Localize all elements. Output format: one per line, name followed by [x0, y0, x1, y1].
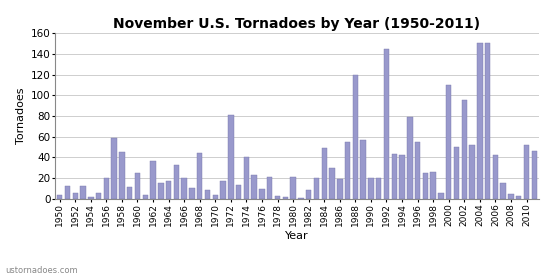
- Bar: [65, 186, 70, 199]
- Bar: [360, 140, 366, 199]
- Bar: [80, 186, 86, 199]
- Y-axis label: Tornadoes: Tornadoes: [15, 88, 25, 144]
- Bar: [477, 43, 482, 199]
- Bar: [212, 195, 218, 199]
- Bar: [221, 181, 226, 199]
- Text: ustornadoes.com: ustornadoes.com: [6, 266, 78, 275]
- Bar: [493, 155, 498, 199]
- Bar: [368, 178, 373, 199]
- Bar: [298, 198, 304, 199]
- Bar: [259, 189, 265, 199]
- Bar: [500, 183, 506, 199]
- Bar: [306, 190, 311, 199]
- Bar: [516, 196, 521, 199]
- Bar: [345, 142, 350, 199]
- Bar: [454, 147, 459, 199]
- Bar: [384, 49, 389, 199]
- Bar: [532, 151, 537, 199]
- Bar: [205, 190, 210, 199]
- Bar: [469, 145, 475, 199]
- Bar: [73, 193, 78, 199]
- Bar: [283, 197, 288, 199]
- Bar: [337, 179, 343, 199]
- Bar: [119, 152, 125, 199]
- Bar: [127, 187, 133, 199]
- Bar: [182, 178, 187, 199]
- Bar: [267, 177, 272, 199]
- Bar: [57, 195, 62, 199]
- Bar: [189, 188, 195, 199]
- Bar: [96, 193, 101, 199]
- Bar: [485, 43, 491, 199]
- Bar: [88, 197, 94, 199]
- Title: November U.S. Tornadoes by Year (1950-2011): November U.S. Tornadoes by Year (1950-20…: [113, 17, 481, 31]
- X-axis label: Year: Year: [285, 232, 309, 242]
- Bar: [407, 117, 412, 199]
- Bar: [392, 154, 397, 199]
- Bar: [422, 173, 428, 199]
- Bar: [438, 193, 444, 199]
- Bar: [376, 178, 382, 199]
- Bar: [431, 172, 436, 199]
- Bar: [524, 145, 529, 199]
- Bar: [446, 85, 452, 199]
- Bar: [197, 153, 202, 199]
- Bar: [103, 178, 109, 199]
- Bar: [228, 115, 234, 199]
- Bar: [353, 75, 358, 199]
- Bar: [236, 185, 241, 199]
- Bar: [142, 195, 148, 199]
- Bar: [150, 161, 156, 199]
- Bar: [314, 178, 319, 199]
- Bar: [251, 175, 257, 199]
- Bar: [166, 181, 172, 199]
- Bar: [158, 183, 163, 199]
- Bar: [508, 193, 514, 199]
- Bar: [329, 168, 335, 199]
- Bar: [415, 142, 420, 199]
- Bar: [112, 138, 117, 199]
- Bar: [135, 173, 140, 199]
- Bar: [174, 164, 179, 199]
- Bar: [322, 148, 327, 199]
- Bar: [461, 100, 467, 199]
- Bar: [399, 155, 405, 199]
- Bar: [275, 196, 280, 199]
- Bar: [290, 177, 296, 199]
- Bar: [244, 157, 249, 199]
